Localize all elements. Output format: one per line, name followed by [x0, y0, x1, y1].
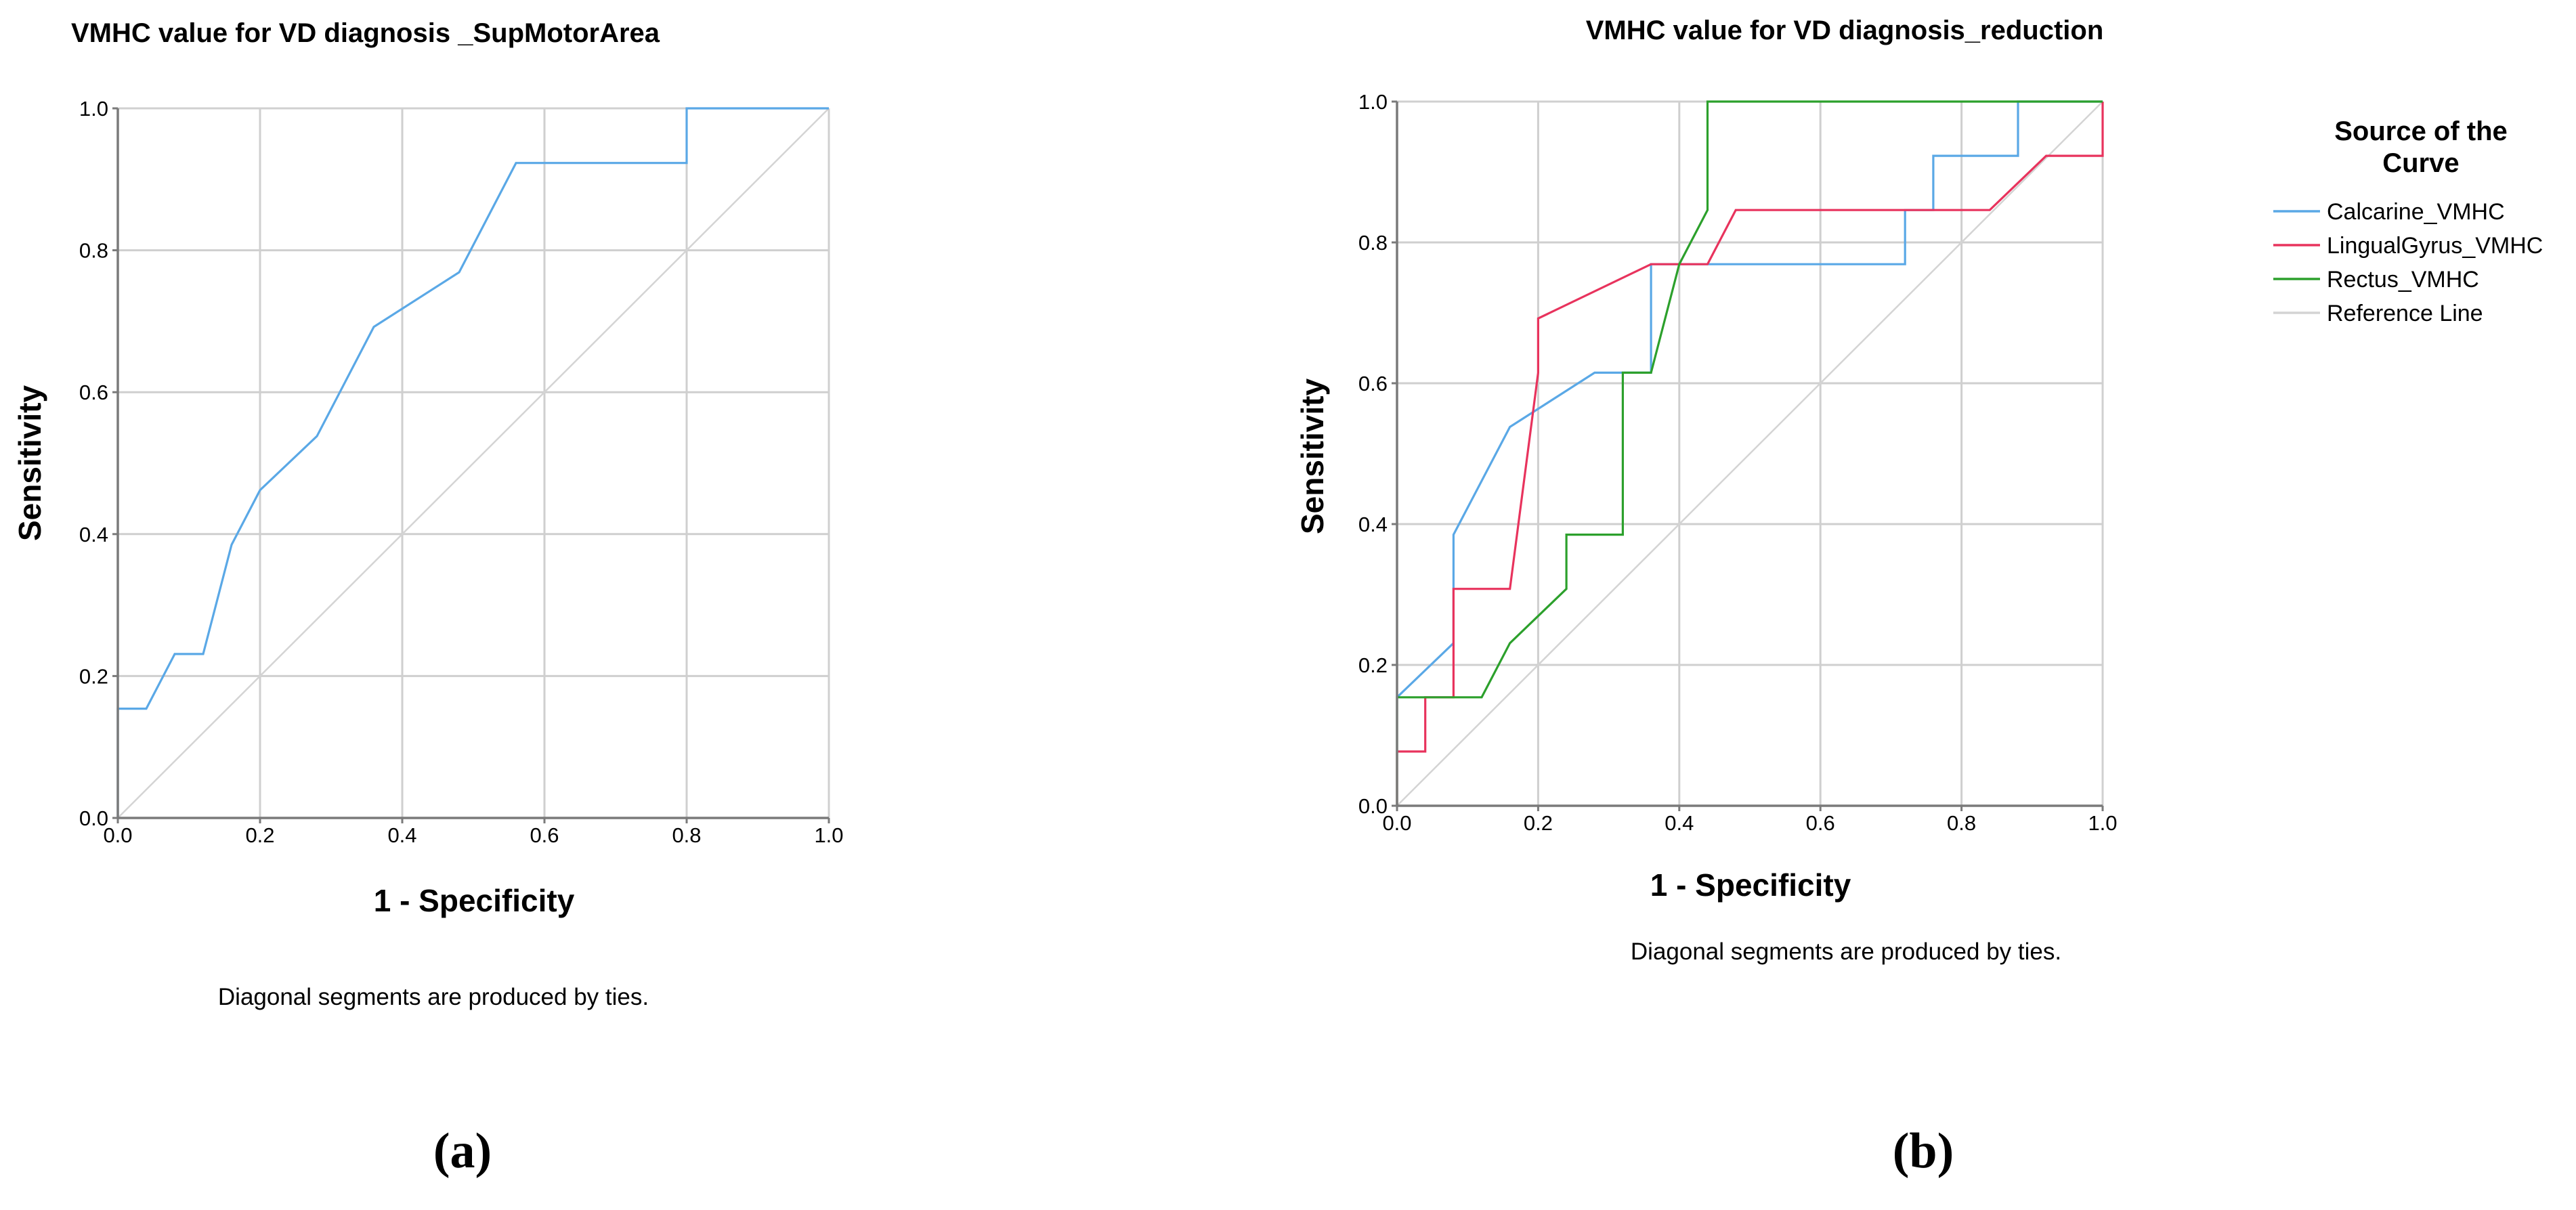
legend-item-rectus-vmhc: Rectus_VMHC: [2273, 267, 2479, 293]
chart-a-x-axis-label: 1 - Specificity: [374, 883, 575, 918]
y-tick-label: 0.2: [79, 664, 108, 688]
legend-label: Reference Line: [2327, 301, 2483, 326]
roc-curve-supmotorarea-vmhc: [116, 107, 829, 818]
roc-chart-a: VMHC value for VD diagnosis _SupMotorAre…: [12, 18, 844, 1179]
chart-b-frame: [1396, 102, 2103, 807]
chart-a-frame: [116, 108, 829, 819]
chart-a-grid: [117, 107, 830, 819]
x-tick-label: 0.0: [103, 823, 132, 847]
y-tick-label: 0.8: [1358, 231, 1388, 255]
chart-a-ticks: 0.00.0 0.2 0.2 0.4 0.4 0.6 0.6 0.8 0.8 1.0 1.0: [79, 97, 844, 847]
legend-item-reference-line: Reference Line: [2273, 301, 2483, 326]
chart-a-series: [116, 107, 829, 818]
chart-a-ties-note: Diagonal segments are produced by ties.: [218, 984, 649, 1010]
legend-label: LingualGyrus_VMHC: [2327, 233, 2543, 259]
x-tick-label: 0.6: [530, 823, 559, 847]
chart-b-title: VMHC value for VD diagnosis_reduction: [1586, 16, 2104, 45]
x-tick-label: 0.4: [1665, 811, 1694, 835]
chart-b-ticks: 0.00.0 0.2 0.2 0.4 0.4 0.6 0.6 0.8 0.8 1.0 1.0: [1358, 90, 2118, 835]
x-tick-label: 0.2: [1524, 811, 1553, 835]
x-tick-label: 1.0: [814, 823, 843, 847]
x-tick-label: 0.0: [1382, 811, 1411, 835]
reference-line: [117, 108, 830, 819]
y-tick-label: 0.0: [1358, 794, 1388, 818]
legend-title-line1: Source of the: [2334, 116, 2508, 146]
y-tick-label: 0.8: [79, 239, 108, 263]
y-tick-label: 0.6: [79, 381, 108, 404]
legend-label: Rectus_VMHC: [2327, 267, 2479, 293]
chart-b-x-axis-label: 1 - Specificity: [1650, 867, 1851, 903]
x-tick-label: 1.0: [2088, 811, 2117, 835]
x-tick-label: 0.8: [672, 823, 701, 847]
y-tick-label: 0.2: [1358, 653, 1388, 677]
x-tick-label: 0.6: [1806, 811, 1835, 835]
panel-a-label: (a): [433, 1123, 492, 1179]
chart-b-ties-note: Diagonal segments are produced by ties.: [1631, 938, 2061, 965]
chart-a-y-axis-label: Sensitivity: [12, 385, 47, 542]
reference-line: [1396, 101, 2103, 806]
y-tick-label: 0.6: [1358, 372, 1388, 395]
roc-chart-b: VMHC value for VD diagnosis_reduction 0.…: [1295, 16, 2543, 1179]
roc-curve-lingualgyrus-vmhc: [1396, 102, 2104, 806]
y-tick-label: 0.4: [79, 523, 108, 546]
y-tick-label: 1.0: [1358, 90, 1388, 114]
legend-item-lingualgyrus-vmhc: LingualGyrus_VMHC: [2273, 233, 2543, 259]
roc-curve-rectus-vmhc: [1396, 100, 2103, 806]
y-tick-label: 0.0: [79, 806, 108, 830]
x-tick-label: 0.8: [1947, 811, 1976, 835]
y-tick-label: 0.4: [1358, 513, 1388, 536]
panel-b-label: (b): [1893, 1123, 1954, 1179]
x-tick-label: 0.2: [245, 823, 274, 847]
legend-label: Calcarine_VMHC: [2327, 199, 2505, 225]
legend: Source of the Curve Calcarine_VMHC Lingua…: [2273, 116, 2543, 326]
chart-a-title: VMHC value for VD diagnosis _SupMotorAre…: [71, 18, 660, 48]
chart-b-series: [1396, 100, 2104, 806]
legend-entries: Calcarine_VMHC LingualGyrus_VMHC Rectus_VM…: [2273, 199, 2543, 326]
roc-curve-calcarine-vmhc: [1396, 100, 2103, 698]
x-tick-label: 0.4: [387, 823, 416, 847]
y-tick-label: 1.0: [79, 97, 108, 121]
legend-item-calcarine-vmhc: Calcarine_VMHC: [2273, 199, 2505, 225]
legend-title-line2: Curve: [2382, 148, 2459, 178]
chart-b-y-axis-label: Sensitivity: [1295, 379, 1330, 535]
